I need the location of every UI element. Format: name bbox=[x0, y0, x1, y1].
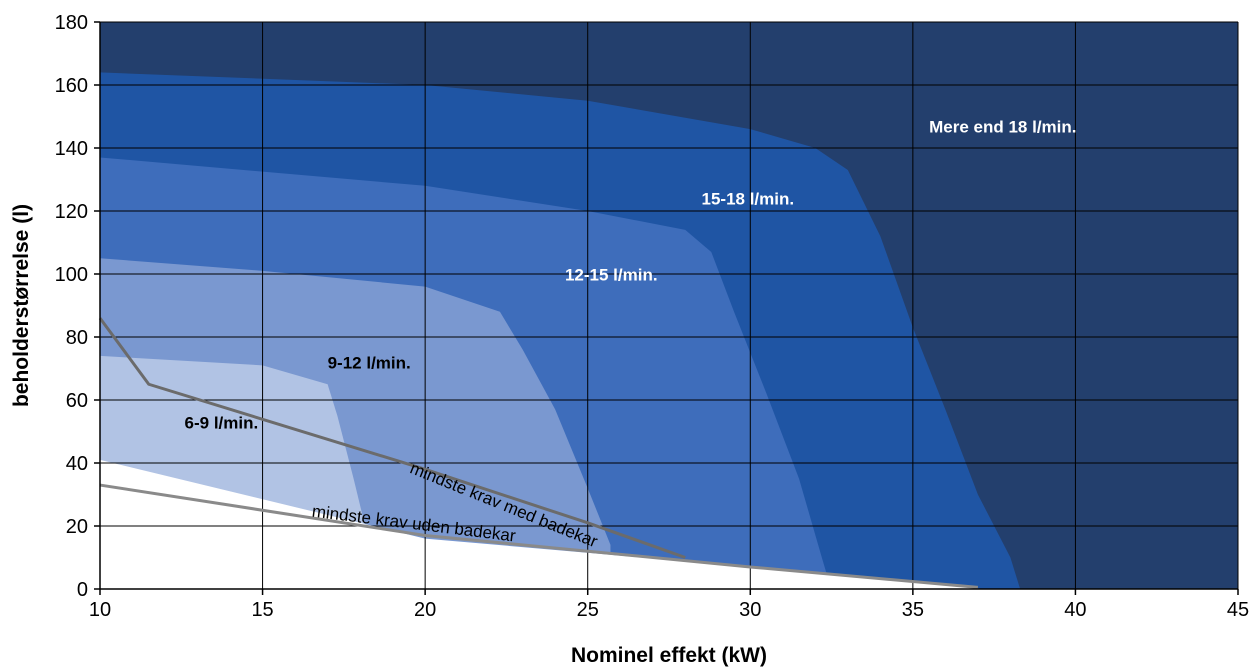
annotation-6-9-l-min: 6-9 l/min. bbox=[185, 413, 259, 432]
x-tick-label-25: 25 bbox=[577, 599, 599, 621]
y-tick-label-160: 160 bbox=[55, 75, 88, 97]
x-tick-label-15: 15 bbox=[251, 599, 273, 621]
axes: 10 15 20 25 30 35 40 45 0 20 40 60 80 100 120 140 160 180 bbox=[55, 12, 1250, 621]
requirement-lines bbox=[98, 317, 979, 589]
y-tick-label-140: 140 bbox=[55, 138, 88, 160]
y-tick-label-0: 0 bbox=[77, 579, 88, 601]
x-tick-label-30: 30 bbox=[739, 599, 761, 621]
y-tick-label-20: 20 bbox=[66, 516, 88, 538]
x-tick-label-45: 45 bbox=[1227, 599, 1249, 621]
x-tick-label-40: 40 bbox=[1064, 599, 1086, 621]
annotation-mere-end-18-l-min: Mere end 18 l/min. bbox=[929, 117, 1076, 136]
x-tick-label-10: 10 bbox=[89, 599, 111, 621]
y-tick-label-180: 180 bbox=[55, 12, 88, 34]
x-axis-title: Nominel effekt (kW) bbox=[571, 644, 767, 667]
y-tick-label-120: 120 bbox=[55, 201, 88, 223]
line-mindste-krav-med-badekar bbox=[98, 317, 686, 559]
y-tick-label-100: 100 bbox=[55, 264, 88, 286]
y-tick-label-60: 60 bbox=[66, 390, 88, 412]
region-white bbox=[100, 459, 985, 589]
line-mindste-krav-uden-badekar bbox=[99, 483, 979, 589]
y-tick-label-80: 80 bbox=[66, 327, 88, 349]
x-tick-label-35: 35 bbox=[902, 599, 924, 621]
annotation-9-12-l-min: 9-12 l/min. bbox=[328, 354, 411, 373]
y-axis-title: beholderstørrelse (l) bbox=[10, 204, 33, 407]
annotation-15-18-l-min: 15-18 l/min. bbox=[702, 190, 795, 209]
y-tick-label-40: 40 bbox=[66, 453, 88, 475]
x-tick-label-20: 20 bbox=[414, 599, 436, 621]
capacity-regions bbox=[100, 22, 1238, 589]
annotation-12-15-l-min: 12-15 l/min. bbox=[565, 265, 658, 284]
